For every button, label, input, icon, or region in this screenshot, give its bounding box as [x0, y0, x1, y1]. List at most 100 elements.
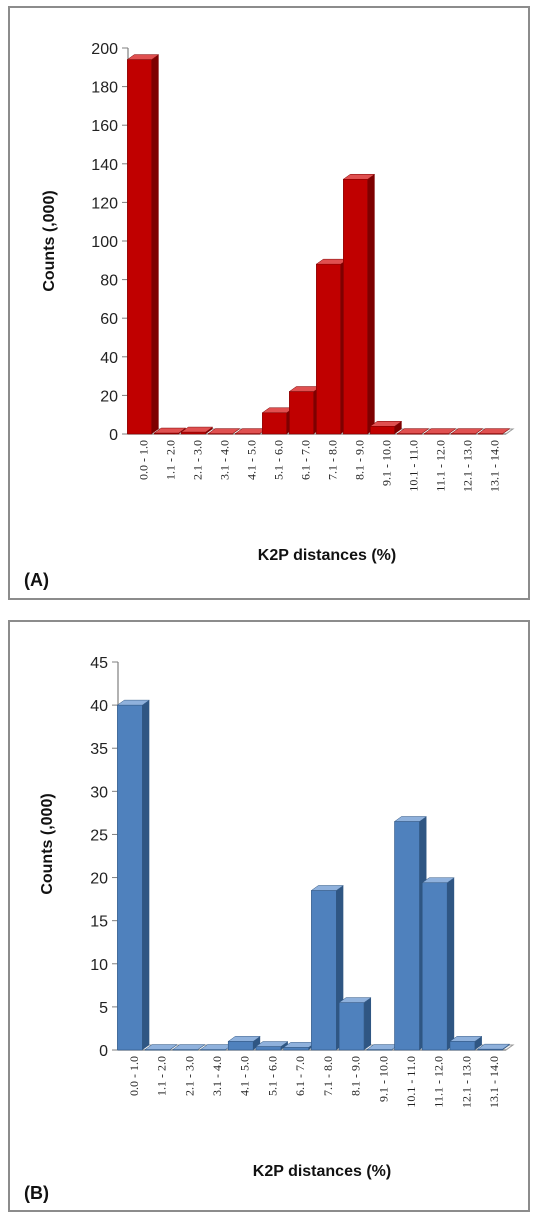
chart-a-x-tick-label: 5.1 - 6.0	[272, 440, 286, 480]
chart-a-x-tick-label: 9.1 - 10.0	[380, 440, 394, 486]
chart-b-bar-top	[255, 1041, 289, 1047]
chart-b-bar-front	[311, 890, 337, 1051]
chart-b-bar-top	[449, 1036, 483, 1042]
chart-b-bar-side	[280, 1041, 288, 1050]
chart-a-x-tick-label: 10.1 - 11.0	[407, 440, 421, 492]
chart-a-x-axis-label: K2P distances (%)	[258, 547, 396, 564]
chart-panel-a: 0 20 40 60 80 100 120 140 160 180 200 0.0 - 1.0 1.1 …	[8, 6, 530, 600]
chart-b-bar	[449, 1036, 483, 1051]
chart-a-x-tick-label: 7.1 - 8.0	[326, 440, 340, 480]
chart-b-x-tick-label: 8.1 - 9.0	[349, 1056, 363, 1096]
chart-b-bar-front	[421, 882, 448, 1051]
chart-a-svg: 0 20 40 60 80 100 120 140 160 180 200 0.0 - 1.0 1.1 …	[24, 41, 515, 590]
chart-a-bar-front	[343, 178, 368, 435]
chart-a-bar	[396, 428, 430, 435]
chart-a-y-tick-label: 200	[91, 41, 118, 58]
chart-b-panel-label: (B)	[24, 1183, 49, 1203]
chart-b-bar-front	[394, 821, 420, 1051]
chart-a-x-tick-label: 11.1 - 12.0	[434, 440, 448, 492]
chart-a-bar-top	[450, 428, 484, 434]
chart-a-y-tick-label: 180	[91, 80, 118, 97]
chart-b-y-tick-label: 30	[90, 784, 108, 801]
chart-a-bar-front	[316, 263, 341, 435]
chart-b-x-tick-label: 2.1 - 3.0	[182, 1056, 196, 1096]
chart-a-bar	[261, 407, 295, 435]
chart-b-y-axis-label: Counts (,000)	[39, 793, 56, 894]
chart-a-bar-front	[181, 431, 206, 435]
chart-b-x-tick-label: 0.0 - 1.0	[127, 1056, 141, 1096]
chart-b-x-tick-label: 1.1 - 2.0	[155, 1056, 169, 1096]
chart-b-bar	[338, 997, 372, 1051]
chart-a-bar-top	[153, 427, 187, 434]
chart-b-y-tick-label: 0	[99, 1043, 108, 1060]
chart-b-bar-front	[117, 704, 143, 1051]
chart-b-y-tick-label: 45	[90, 655, 108, 672]
chart-b-bar-front	[227, 1041, 254, 1051]
chart-a-y-tick-label: 20	[100, 388, 118, 405]
chart-b-bar	[421, 877, 455, 1051]
chart-a-bar-top	[126, 54, 160, 60]
chart-b-y-tick-label: 40	[90, 698, 108, 715]
chart-b-y-tick-label: 15	[90, 914, 108, 931]
chart-b-bar-side	[253, 1036, 261, 1050]
chart-b-x-tick-label: 5.1 - 6.0	[265, 1056, 279, 1096]
chart-b-bar-top	[421, 877, 455, 883]
chart-b-x-axis-label: K2P distances (%)	[253, 1163, 391, 1180]
chart-a-x-tick-label: 6.1 - 7.0	[299, 440, 313, 480]
chart-b-x-tick-label: 10.1 - 11.0	[404, 1056, 418, 1108]
chart-a-bar	[369, 421, 403, 435]
chart-a-y-tick-label: 100	[91, 234, 118, 251]
chart-b-x-tick-label: 13.1 - 14.0	[487, 1056, 501, 1108]
chart-b-y-tick-label: 20	[90, 871, 108, 888]
chart-b-bar	[116, 699, 151, 1051]
chart-a-y-tick-label: 80	[100, 273, 118, 290]
chart-b-bar-side	[474, 1036, 482, 1050]
chart-a-bar-top	[477, 428, 511, 434]
chart-a-bar	[288, 386, 322, 435]
chart-a-y-tick-label: 160	[91, 118, 118, 135]
chart-b-x-tick-label: 3.1 - 4.0	[210, 1056, 224, 1096]
chart-panel-b: 0 5 10 15 20 25 30 35 40 45 0.0 - 1.0 1.1 - 2.0 2.1 …	[8, 620, 530, 1212]
chart-b-bar-side	[142, 700, 150, 1050]
chart-a-bar	[477, 428, 511, 435]
chart-a-bar	[342, 173, 376, 435]
chart-b-bar	[393, 816, 428, 1051]
chart-b-bar-front	[283, 1047, 309, 1051]
chart-b-x-tick-label: 12.1 - 13.0	[459, 1056, 473, 1108]
chart-b-svg: 0 5 10 15 20 25 30 35 40 45 0.0 - 1.0 1.1 - 2.0 2.1 …	[24, 655, 515, 1203]
chart-b-x-tick-label: 7.1 - 8.0	[321, 1056, 335, 1096]
chart-b-y-tick-label: 25	[90, 827, 108, 844]
chart-b-bar-top	[476, 1043, 511, 1050]
chart-a-x-tick-label: 13.1 - 14.0	[488, 440, 502, 492]
chart-a-y-tick-label: 120	[91, 195, 118, 212]
chart-a-x-tick-label: 2.1 - 3.0	[191, 440, 205, 480]
chart-a-x-tick-label: 8.1 - 9.0	[353, 440, 367, 480]
chart-b-bar-side	[447, 877, 455, 1050]
chart-a-x-tick-label: 4.1 - 5.0	[245, 440, 259, 480]
chart-b-x-tick-label: 6.1 - 7.0	[293, 1056, 307, 1096]
chart-b-bar-front	[255, 1046, 282, 1051]
chart-b-x-tick-label: 4.1 - 5.0	[238, 1056, 252, 1096]
chart-b-bar	[227, 1036, 261, 1051]
chart-b-bar-front	[338, 1002, 365, 1051]
chart-b-bar	[476, 1043, 511, 1051]
chart-b-bar	[255, 1041, 289, 1051]
chart-b-bar-front	[449, 1041, 476, 1051]
chart-a-x-tick-label: 0.0 - 1.0	[137, 440, 151, 480]
chart-b-x-tick-label: 11.1 - 12.0	[432, 1056, 446, 1108]
chart-b-bar-top	[227, 1036, 261, 1042]
chart-a-bar-top	[423, 428, 457, 434]
chart-a-bar-top	[369, 421, 403, 427]
chart-a-x-tick-label: 12.1 - 13.0	[461, 440, 475, 492]
chart-a-bar-side	[367, 174, 375, 435]
chart-a-bar-side	[205, 427, 213, 434]
chart-a-bar-side	[151, 54, 159, 434]
chart-a-bar-side	[394, 421, 402, 434]
chart-b-y-tick-label: 10	[90, 957, 108, 974]
chart-a-y-tick-label: 40	[100, 350, 118, 367]
chart-a-bar-front	[289, 391, 314, 435]
chart-a-y-axis-label: Counts (,000)	[41, 190, 58, 291]
chart-b-bar-top	[116, 699, 151, 706]
chart-b-bar-side	[364, 997, 372, 1050]
chart-b-bar	[310, 885, 345, 1051]
